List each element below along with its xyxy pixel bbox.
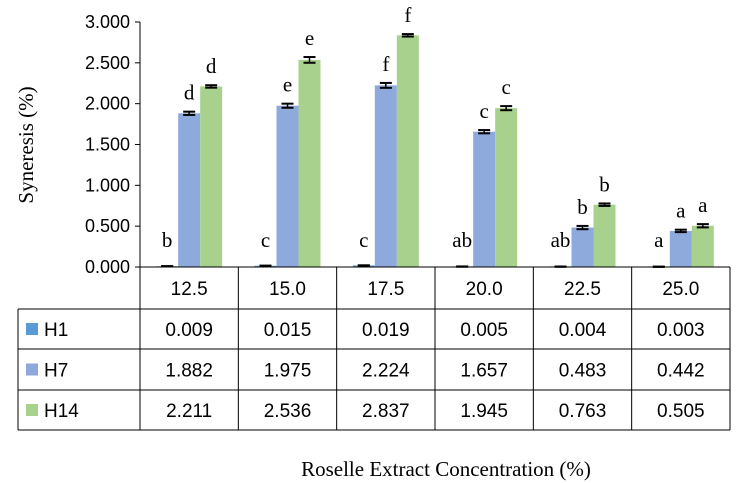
legend-swatch <box>26 363 38 376</box>
table-value: 0.505 <box>657 401 705 422</box>
table-value: 0.442 <box>657 361 705 382</box>
bar <box>374 85 397 267</box>
bar <box>571 227 594 267</box>
significance-letter: b <box>577 195 588 219</box>
y-tick-label: 3.000 <box>85 12 130 32</box>
table-value: 2.224 <box>362 361 410 382</box>
category-label: 12.5 <box>171 279 208 300</box>
table-value: 0.009 <box>165 320 213 341</box>
category-label: 25.0 <box>662 279 699 300</box>
bar <box>473 131 496 267</box>
bar <box>178 113 201 267</box>
significance-letter: f <box>404 3 411 27</box>
legend-label: H1 <box>44 320 68 341</box>
significance-letter: d <box>206 54 217 78</box>
bar <box>276 105 299 267</box>
category-label: 20.0 <box>466 279 503 300</box>
bar <box>495 108 518 268</box>
table-value: 1.657 <box>460 361 508 382</box>
category-label: 17.5 <box>367 279 404 300</box>
table-value: 0.003 <box>657 320 705 341</box>
y-tick-label: 0.000 <box>85 257 130 277</box>
table-value: 0.019 <box>362 320 410 341</box>
bar <box>691 225 714 267</box>
table-value: 1.882 <box>165 361 213 382</box>
bar <box>593 204 616 267</box>
significance-letter: ab <box>452 228 472 252</box>
significance-letter: a <box>698 193 708 217</box>
category-label: 22.5 <box>564 279 601 300</box>
bar <box>200 86 223 267</box>
significance-letter: e <box>305 26 314 50</box>
table-value: 2.536 <box>264 401 312 422</box>
table-value: 0.763 <box>559 401 607 422</box>
significance-letter: c <box>359 228 368 252</box>
x-axis-label: Roselle Extract Concentration (%) <box>301 457 591 481</box>
table-value: 0.015 <box>264 320 312 341</box>
bar <box>669 230 692 267</box>
significance-letter: f <box>382 52 389 76</box>
table-value: 1.975 <box>264 361 312 382</box>
y-tick-label: 0.500 <box>85 216 130 236</box>
significance-letter: b <box>162 228 173 252</box>
significance-letter: d <box>184 81 195 105</box>
bar <box>396 35 419 267</box>
table-value: 0.483 <box>559 361 607 382</box>
y-tick-label: 2.500 <box>85 53 130 73</box>
table-value: 0.005 <box>460 320 508 341</box>
bar <box>298 59 321 267</box>
category-label: 15.0 <box>269 279 306 300</box>
legend-swatch <box>26 323 38 335</box>
table-value: 2.837 <box>362 401 410 422</box>
table-value: 1.945 <box>460 401 508 422</box>
significance-letter: e <box>283 73 292 97</box>
significance-letter: c <box>480 99 489 123</box>
table-value: 2.211 <box>166 401 212 422</box>
legend-swatch <box>26 404 38 416</box>
y-tick-label: 1.500 <box>85 135 130 155</box>
legend-label: H14 <box>44 401 79 422</box>
table-value: 0.004 <box>559 320 607 341</box>
y-axis-label: Syneresis (%) <box>14 86 38 203</box>
significance-letter: c <box>261 228 270 252</box>
significance-letter: b <box>599 172 610 196</box>
y-tick-label: 1.000 <box>85 175 130 195</box>
significance-letter: a <box>654 228 664 252</box>
significance-letter: c <box>502 75 511 99</box>
legend-label: H7 <box>44 361 68 382</box>
y-tick-label: 2.000 <box>85 94 130 114</box>
significance-letter: a <box>676 199 686 223</box>
significance-letter: ab <box>551 228 571 252</box>
